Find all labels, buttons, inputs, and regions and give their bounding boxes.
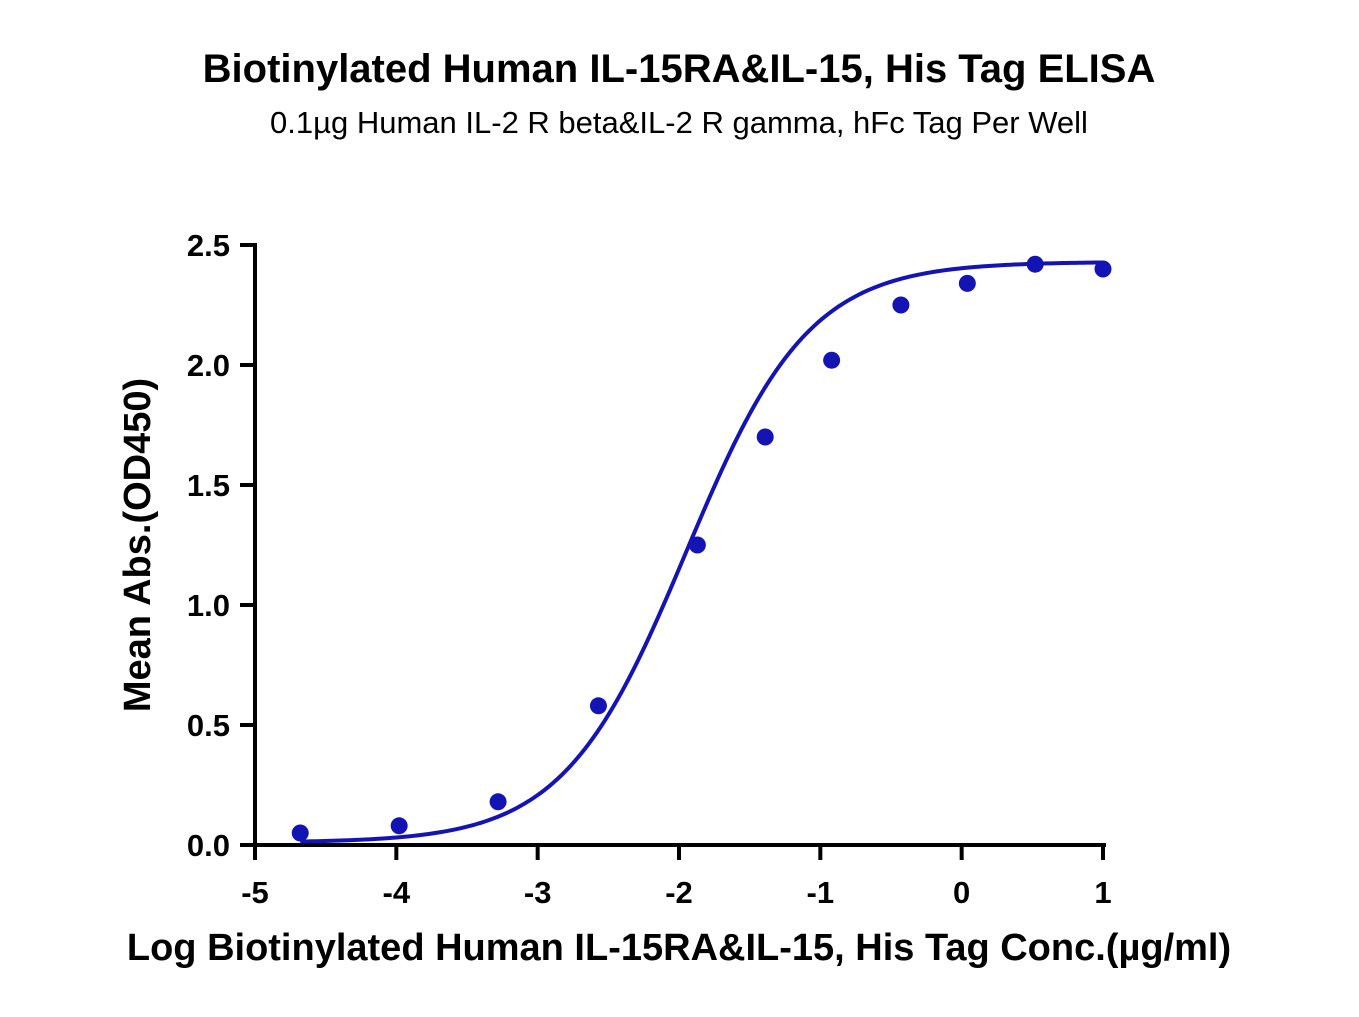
data-point (756, 428, 774, 446)
ticks: -5 -4 -3 -2 -1 0 1 0.0 0.5 1.0 1.5 2.0 2.5 (187, 228, 1112, 910)
y-tick-label: 0.0 (187, 828, 230, 863)
x-tick-label: -2 (665, 875, 693, 910)
x-tick-label: 0 (953, 875, 970, 910)
x-tick-label: -1 (807, 875, 835, 910)
chart-subtitle: 0.1µg Human IL-2 R beta&IL-2 R gamma, hF… (270, 105, 1088, 140)
y-tick-label: 0.5 (187, 708, 230, 743)
axes (253, 243, 1106, 847)
data-point (291, 824, 309, 842)
y-axis-label: Mean Abs.(OD450) (117, 378, 159, 712)
data-point (1094, 260, 1112, 278)
x-axis-label: Log Biotinylated Human IL-15RA&IL-15, Hi… (127, 927, 1231, 969)
data-point (958, 274, 976, 292)
chart-title: Biotinylated Human IL-15RA&IL-15, His Ta… (203, 47, 1156, 91)
fit-curve (300, 260, 1104, 844)
x-tick-label: 1 (1094, 875, 1111, 910)
data-point (589, 697, 607, 715)
data-points (291, 255, 1112, 842)
y-tick-label: 2.0 (187, 348, 230, 383)
data-point (823, 351, 841, 369)
data-point (892, 296, 910, 314)
data-point (1026, 255, 1044, 273)
data-point (688, 536, 706, 554)
x-tick-label: -3 (524, 875, 552, 910)
y-tick-label: 1.0 (187, 588, 230, 623)
data-point (489, 793, 507, 811)
y-tick-label: 1.5 (187, 468, 230, 503)
x-tick-label: -5 (241, 875, 269, 910)
y-tick-label: 2.5 (187, 228, 230, 263)
x-tick-label: -4 (383, 875, 411, 910)
data-point (390, 817, 408, 835)
